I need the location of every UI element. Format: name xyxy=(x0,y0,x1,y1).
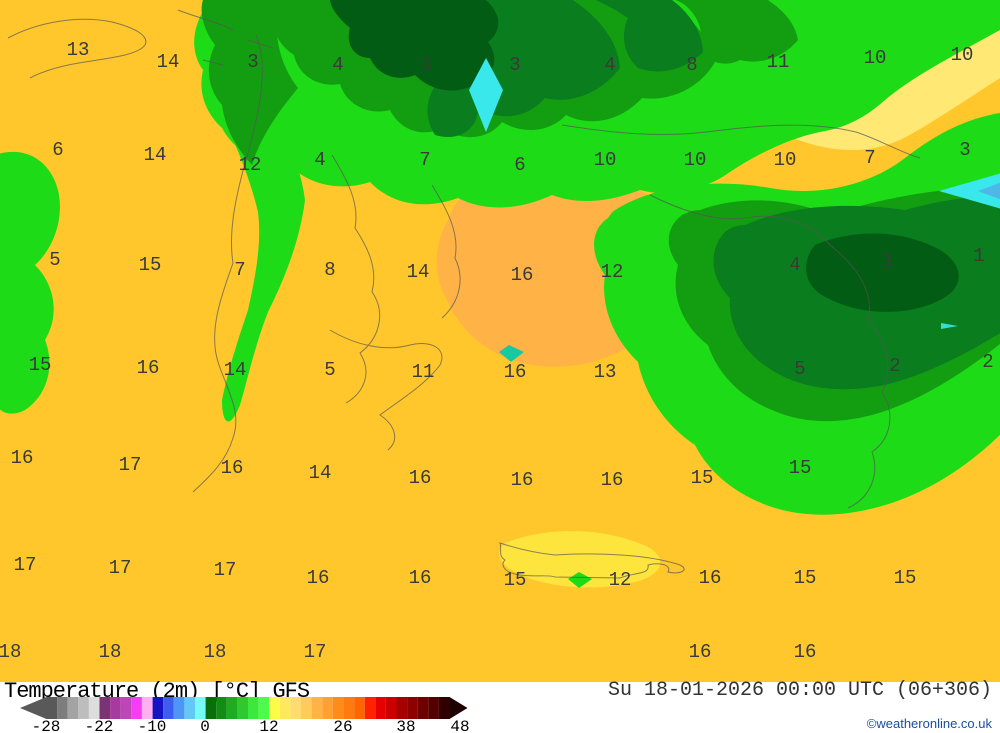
svg-text:-22: -22 xyxy=(85,718,114,733)
svg-text:0: 0 xyxy=(200,718,210,733)
svg-text:12: 12 xyxy=(259,718,278,733)
svg-text:38: 38 xyxy=(396,718,415,733)
svg-text:48: 48 xyxy=(450,718,469,733)
svg-text:26: 26 xyxy=(333,718,352,733)
svg-text:-10: -10 xyxy=(138,718,167,733)
svg-text:-28: -28 xyxy=(32,718,61,733)
